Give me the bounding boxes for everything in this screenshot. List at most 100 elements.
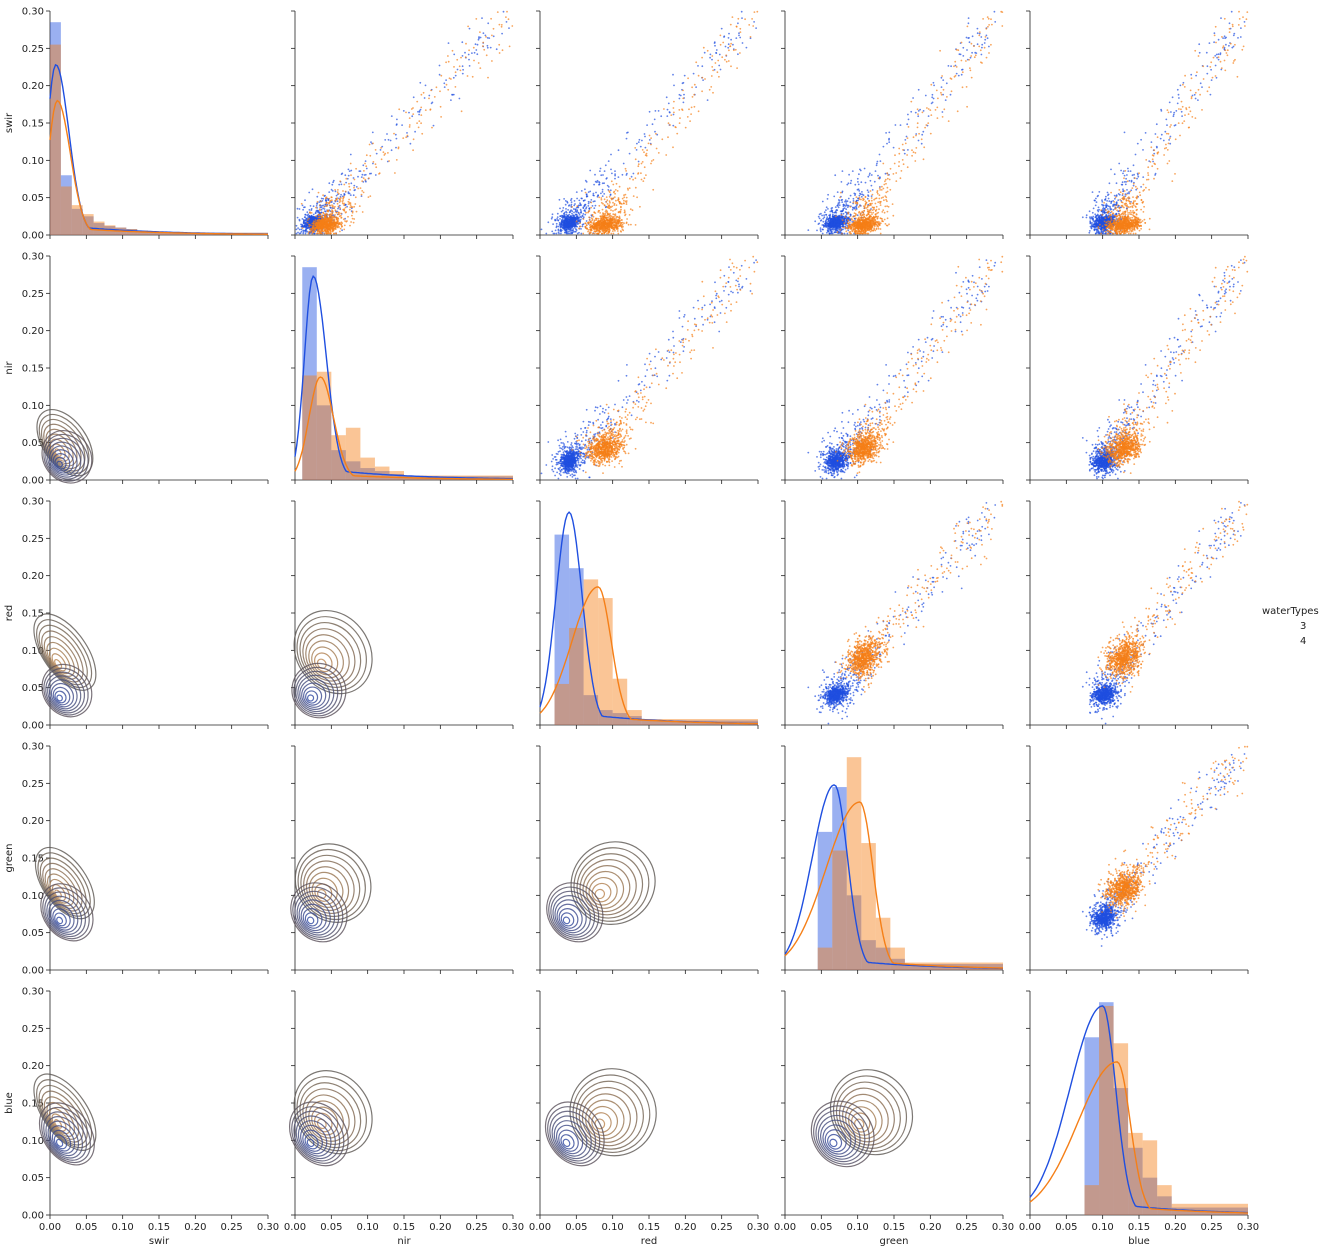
scatter-point-3 [574, 203, 576, 205]
scatter-point-3 [601, 191, 604, 193]
scatter-point-4 [724, 58, 726, 61]
scatter-point-3 [672, 124, 675, 127]
scatter-point-3 [967, 37, 970, 39]
scatter-point-3 [575, 228, 577, 231]
scatter-point-3 [302, 218, 305, 221]
scatter-point-3 [603, 193, 606, 195]
scatter-point-4 [599, 231, 601, 233]
scatter-point-4 [670, 114, 673, 116]
scatter-point-3 [302, 208, 304, 211]
scatter-point-4 [589, 228, 592, 231]
scatter-point-3 [551, 230, 554, 233]
scatter-point-3 [821, 214, 823, 217]
scatter-point-3 [467, 53, 470, 56]
scatter-point-3 [944, 99, 947, 101]
scatter-point-4 [603, 221, 606, 224]
scatter-point-3 [355, 186, 358, 188]
scatter-point-4 [333, 223, 336, 226]
scatter-point-4 [328, 214, 331, 217]
scatter-point-4 [701, 56, 703, 59]
scatter-point-3 [562, 207, 565, 209]
scatter-point-4 [388, 160, 390, 162]
scatter-point-3 [849, 219, 851, 222]
scatter-point-3 [329, 206, 332, 209]
scatter-point-4 [601, 232, 604, 235]
scatter-point-3 [462, 68, 464, 71]
scatter-point-4 [930, 83, 933, 86]
scatter-point-4 [317, 214, 320, 217]
scatter-point-4 [439, 90, 441, 93]
scatter-point-4 [608, 190, 610, 192]
scatter-point-4 [448, 77, 451, 80]
scatter-point-4 [323, 206, 326, 208]
scatter-point-3 [828, 224, 830, 226]
scatter-point-4 [874, 213, 877, 216]
scatter-point-4 [955, 48, 958, 51]
scatter-point-3 [609, 189, 612, 192]
scatter-point-4 [337, 189, 339, 191]
scatter-point-3 [306, 211, 309, 214]
scatter-point-4 [606, 227, 608, 230]
scatter-point-4 [608, 220, 610, 222]
scatter-point-4 [445, 61, 447, 64]
scatter-point-4 [330, 210, 333, 213]
scatter-point-3 [974, 51, 977, 54]
scatter-point-4 [359, 187, 362, 190]
scatter-point-4 [587, 211, 589, 214]
scatter-point-4 [756, 10, 759, 13]
scatter-point-4 [586, 222, 589, 224]
scatter-point-3 [545, 232, 548, 235]
scatter-point-3 [826, 230, 829, 233]
scatter-point-3 [347, 174, 350, 177]
scatter-point-3 [824, 222, 826, 225]
scatter-point-4 [702, 46, 705, 49]
scatter-point-4 [599, 212, 601, 214]
scatter-point-4 [349, 224, 351, 227]
scatter-point-4 [601, 218, 604, 221]
scatter-point-4 [343, 204, 345, 206]
scatter-point-4 [631, 209, 634, 212]
scatter-point-4 [331, 209, 333, 211]
scatter-point-4 [597, 211, 600, 213]
scatter-point-3 [461, 55, 464, 57]
scatter-point-3 [395, 137, 398, 140]
scatter-point-4 [616, 190, 619, 192]
scatter-point-3 [594, 173, 596, 176]
scatter-point-4 [634, 158, 637, 161]
scatter-point-3 [348, 192, 351, 195]
scatter-point-4 [315, 232, 318, 235]
y-tick-label: 0.05 [22, 193, 44, 204]
scatter-point-4 [710, 75, 713, 77]
scatter-point-4 [734, 48, 737, 51]
scatter-point-3 [942, 79, 945, 81]
scatter-point-4 [364, 162, 366, 165]
scatter-point-3 [826, 216, 829, 219]
scatter-point-3 [882, 145, 885, 148]
scatter-point-3 [957, 74, 960, 77]
scatter-point-3 [580, 232, 583, 235]
scatter-point-4 [588, 232, 591, 235]
scatter-point-3 [423, 97, 426, 99]
scatter-point-3 [572, 214, 575, 217]
scatter-point-4 [624, 211, 626, 213]
scatter-point-4 [496, 11, 499, 14]
scatter-point-4 [628, 214, 631, 216]
scatter-point-3 [617, 176, 620, 179]
scatter-point-4 [667, 122, 670, 125]
scatter-point-4 [610, 197, 613, 200]
scatter-point-3 [745, 46, 748, 49]
scatter-point-3 [825, 206, 828, 209]
scatter-point-4 [590, 226, 592, 228]
scatter-point-4 [447, 55, 449, 57]
scatter-point-4 [454, 86, 457, 88]
scatter-point-3 [332, 179, 335, 182]
scatter-point-4 [961, 86, 964, 89]
scatter-point-3 [732, 43, 734, 46]
scatter-point-3 [389, 139, 392, 142]
scatter-point-3 [871, 189, 874, 191]
scatter-point-3 [706, 99, 709, 101]
scatter-point-3 [565, 211, 568, 214]
scatter-point-3 [563, 220, 566, 223]
scatter-point-4 [600, 197, 603, 199]
scatter-point-4 [676, 132, 679, 135]
